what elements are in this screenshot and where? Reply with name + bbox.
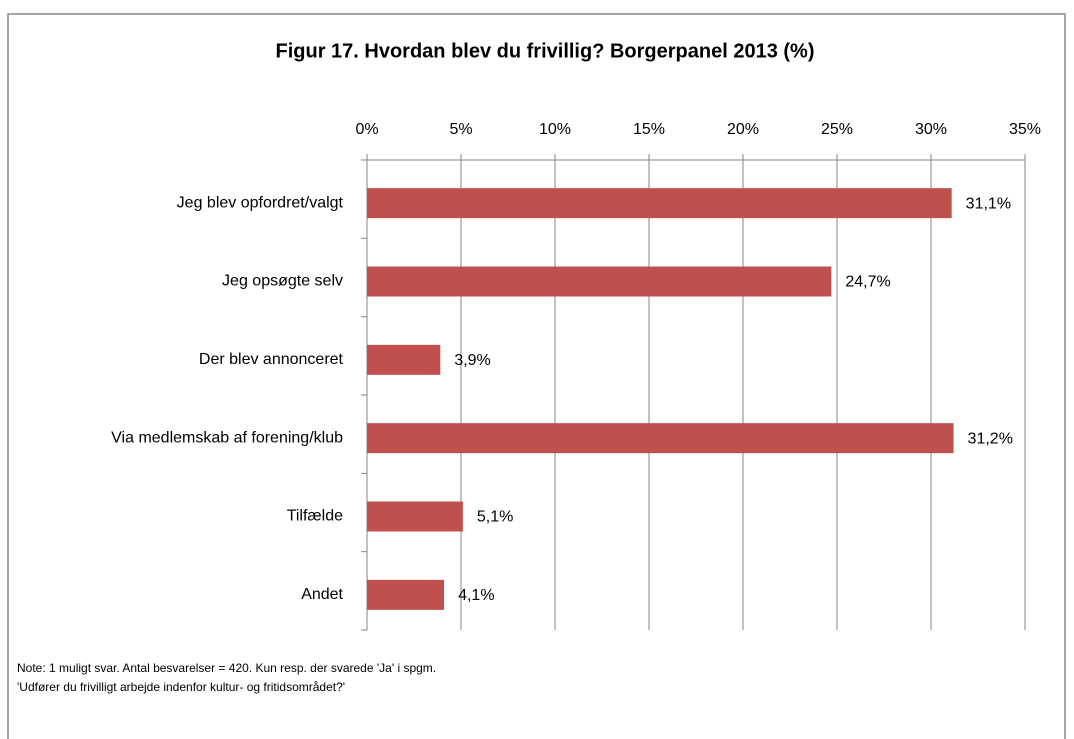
bar (367, 344, 441, 375)
bar (367, 579, 445, 610)
y-tick-label: Via medlemskab af forening/klub (111, 429, 343, 446)
data-label: 3,9% (454, 352, 490, 369)
data-label: 5,1% (477, 509, 513, 526)
data-label: 24,7% (845, 274, 890, 291)
data-label: 4,1% (458, 587, 494, 604)
x-tick-label: 0% (355, 121, 378, 138)
y-tick-label: Der blev annonceret (199, 351, 344, 368)
bar (367, 266, 832, 297)
chart-frame (7, 13, 1066, 739)
x-tick-label: 20% (727, 121, 759, 138)
x-tick-label: 35% (1009, 121, 1041, 138)
x-tick-label: 10% (539, 121, 571, 138)
bar (367, 188, 952, 219)
x-tick-label: 25% (821, 121, 853, 138)
x-tick-label: 15% (633, 121, 665, 138)
data-label: 31,1% (966, 195, 1011, 212)
x-tick-label: 30% (915, 121, 947, 138)
x-tick-label: 5% (449, 121, 472, 138)
data-label: 31,2% (968, 430, 1013, 447)
y-tick-label: Jeg opsøgte selv (222, 273, 343, 290)
bar (367, 423, 954, 454)
y-tick-label: Jeg blev opfordret/valgt (177, 194, 344, 211)
chart-title: Figur 17. Hvordan blev du frivillig? Bor… (275, 40, 814, 62)
y-tick-label: Tilfælde (287, 508, 343, 525)
y-tick-label: Andet (301, 586, 343, 603)
note: Note: 1 muligt svar. Antal besvarelser =… (17, 661, 436, 675)
bar (367, 501, 463, 532)
note: 'Udfører du frivilligt arbejde indenfor … (17, 680, 345, 694)
